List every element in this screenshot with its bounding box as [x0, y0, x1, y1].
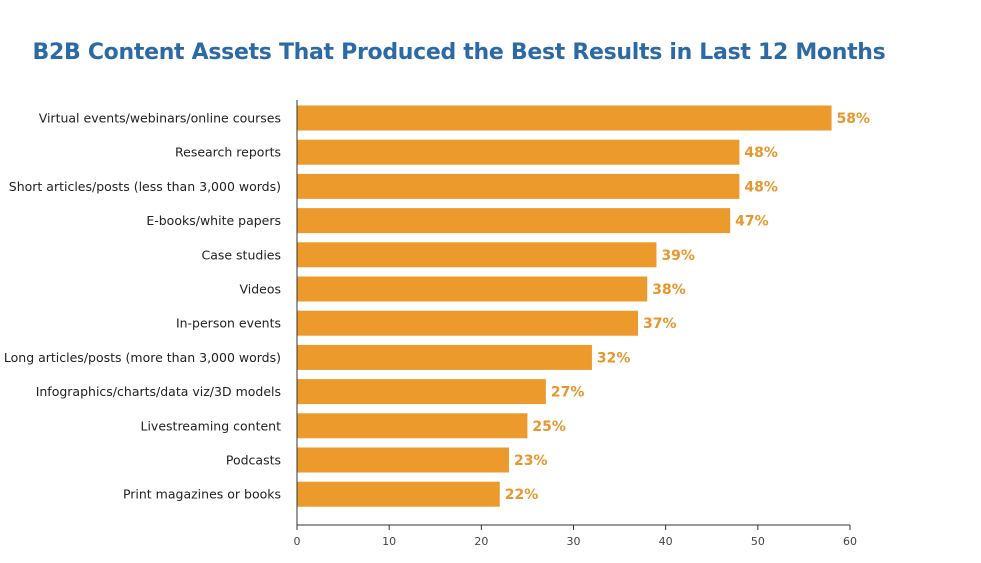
bar: [297, 310, 639, 336]
value-label: 47%: [735, 214, 769, 230]
value-label: 37%: [643, 316, 677, 332]
chart-title: B2B Content Assets That Produced the Bes…: [32, 40, 886, 65]
category-label: Short articles/posts (less than 3,000 wo…: [9, 179, 281, 194]
x-tick-label: 20: [474, 535, 488, 548]
bar: [297, 105, 832, 131]
bar: [297, 208, 731, 234]
bar: [297, 481, 500, 507]
value-label: 39%: [661, 248, 695, 264]
bar: [297, 276, 648, 302]
category-label: Livestreaming content: [141, 418, 282, 433]
value-label: 38%: [652, 282, 686, 298]
value-label: 32%: [597, 350, 631, 366]
x-tick-label: 10: [382, 535, 396, 548]
bar: [297, 242, 657, 268]
bar: [297, 413, 528, 439]
value-label: 48%: [744, 145, 778, 161]
x-tick-label: 40: [659, 535, 673, 548]
category-label: Videos: [239, 282, 281, 297]
x-tick-label: 0: [294, 535, 301, 548]
bar: [297, 344, 592, 370]
value-label: 58%: [837, 111, 871, 127]
category-label: Print magazines or books: [123, 487, 281, 502]
x-tick-label: 50: [751, 535, 765, 548]
value-label: 25%: [532, 419, 566, 435]
value-label: 23%: [514, 453, 548, 469]
bar: [297, 379, 546, 405]
category-label: In-person events: [176, 316, 281, 331]
category-label: Long articles/posts (more than 3,000 wor…: [4, 350, 281, 365]
category-label: Research reports: [175, 145, 281, 160]
value-label: 48%: [744, 179, 778, 195]
category-label: Case studies: [201, 247, 281, 262]
category-label: Virtual events/webinars/online courses: [39, 111, 281, 126]
category-label: E-books/white papers: [146, 213, 281, 228]
category-label: Infographics/charts/data viz/3D models: [36, 384, 281, 399]
x-tick-label: 30: [567, 535, 581, 548]
x-tick-label: 60: [843, 535, 857, 548]
value-label: 22%: [505, 487, 539, 503]
category-label: Podcasts: [226, 453, 281, 468]
value-label: 27%: [551, 385, 585, 401]
bar: [297, 447, 509, 473]
bar: [297, 173, 740, 199]
bar: [297, 139, 740, 165]
